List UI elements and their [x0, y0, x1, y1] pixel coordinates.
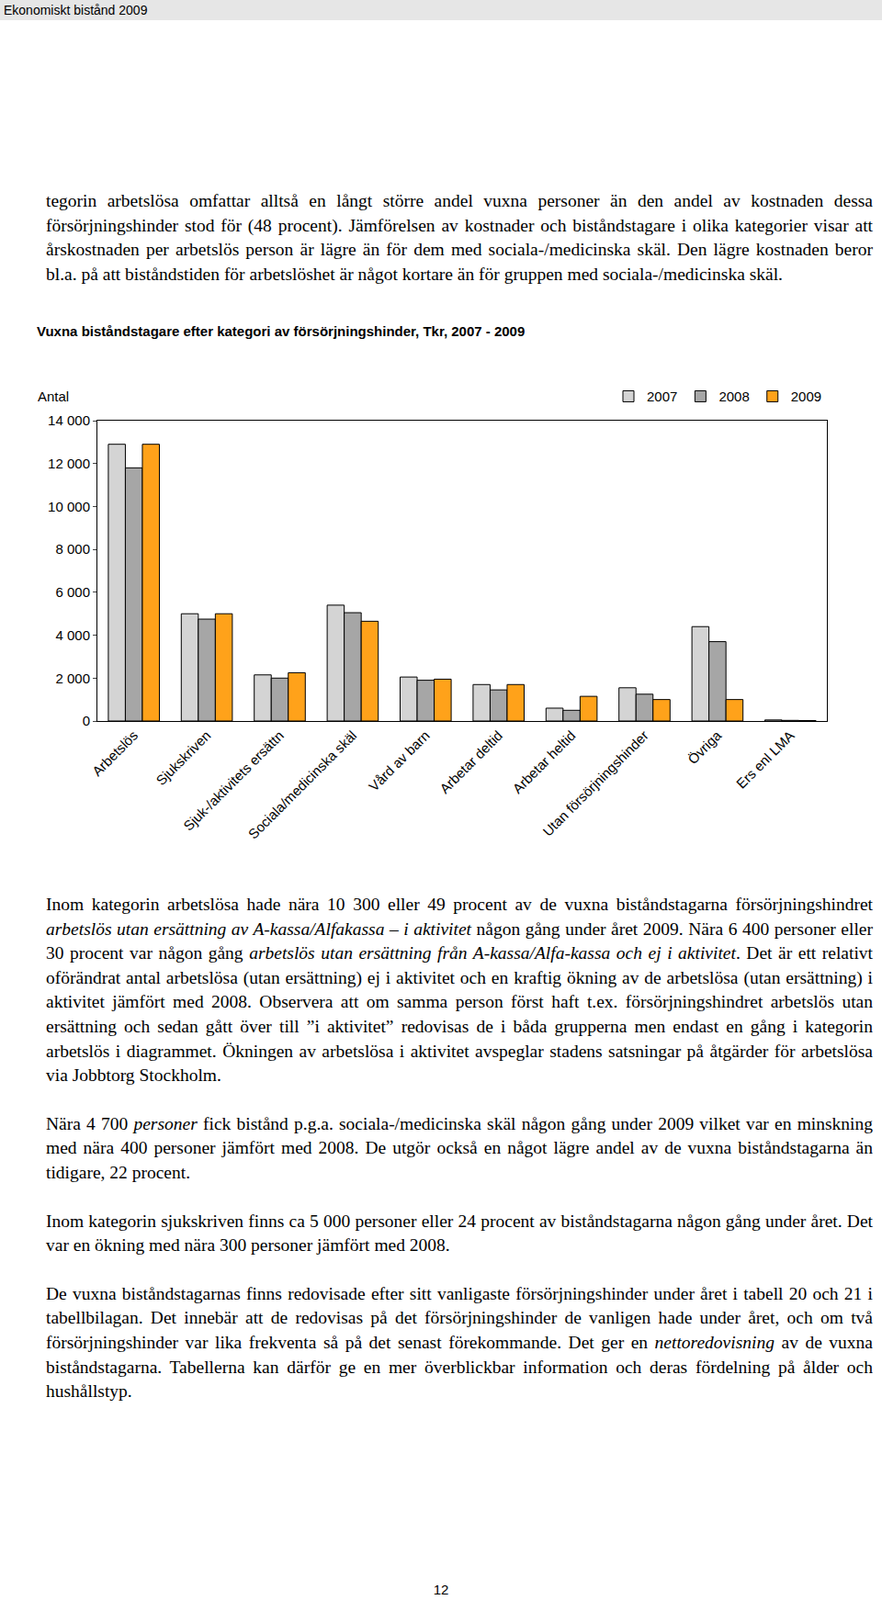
svg-text:Arbetar deltid: Arbetar deltid [436, 727, 506, 797]
svg-text:12 000: 12 000 [47, 455, 91, 472]
svg-text:Övriga: Övriga [684, 726, 725, 768]
svg-text:2008: 2008 [718, 388, 749, 405]
svg-text:Arbetar heltid: Arbetar heltid [508, 727, 578, 797]
html-text:Vuxna biståndstagare efter kat: Vuxna biståndstagare efter kategori av f… [36, 323, 525, 340]
html-text:12: 12 [433, 1582, 449, 1598]
svg-text:Sociala/medicinska skäl: Sociala/medicinska skäl [245, 727, 361, 843]
svg-text:0: 0 [82, 712, 91, 729]
svg-text:6 000: 6 000 [55, 584, 91, 600]
svg-text:2009: 2009 [791, 388, 822, 405]
svg-text:14 000: 14 000 [47, 412, 91, 429]
svg-text:2 000: 2 000 [55, 670, 91, 687]
svg-text:10 000: 10 000 [47, 498, 91, 515]
html-text:Ekonomiskt bistånd 2009: Ekonomiskt bistånd 2009 [3, 2, 148, 18]
html-text:De vuxna biståndstagarnas finn: De vuxna biståndstagarnas finns redovisa… [45, 1284, 873, 1402]
html-text:Inom kategorin arbetslösa hade: Inom kategorin arbetslösa hade nära 10 3… [45, 894, 873, 915]
svg-text:2007: 2007 [646, 388, 678, 405]
svg-text:8 000: 8 000 [55, 541, 91, 557]
html-text:tegorin arbetslösa omfattar al: tegorin arbetslösa omfattar alltså en lå… [45, 191, 873, 284]
svg-text:Vård av barn: Vård av barn [365, 727, 433, 795]
svg-text:Utan försörjningshinder: Utan försörjningshinder [539, 727, 652, 840]
svg-text:Antal: Antal [37, 388, 69, 405]
svg-text:Ers enl LMA: Ers enl LMA [733, 727, 798, 792]
html-text:Nära 4 700 personer fick bistå: Nära 4 700 personer fick bistånd p.g.a. … [45, 1114, 873, 1183]
html-text:arbetslös utan ersättning av A: arbetslös utan ersättning av A-kassa/Alf… [45, 919, 873, 1086]
svg-text:4 000: 4 000 [55, 627, 91, 644]
html-text:Inom kategorin sjukskriven fin: Inom kategorin sjukskriven finns ca 5 00… [45, 1211, 873, 1256]
svg-text:Arbetslös: Arbetslös [89, 727, 141, 780]
svg-text:Sjukskriven: Sjukskriven [152, 727, 214, 789]
svg-text:Sjuk-/aktivitets ersättn: Sjuk-/aktivitets ersättn [180, 727, 287, 835]
